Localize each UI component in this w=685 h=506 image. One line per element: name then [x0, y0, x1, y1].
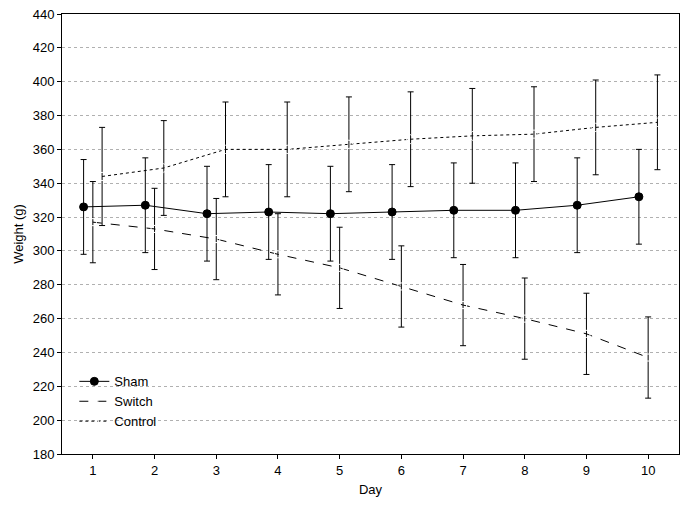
svg-text:280: 280: [33, 277, 55, 292]
svg-text:340: 340: [33, 176, 55, 191]
svg-text:6: 6: [398, 463, 405, 478]
svg-text:8: 8: [521, 463, 528, 478]
svg-text:420: 420: [33, 40, 55, 55]
svg-text:1: 1: [89, 463, 96, 478]
svg-text:220: 220: [33, 379, 55, 394]
svg-text:Switch: Switch: [114, 394, 152, 409]
svg-text:380: 380: [33, 108, 55, 123]
svg-text:7: 7: [459, 463, 466, 478]
svg-text:3: 3: [213, 463, 220, 478]
svg-text:Weight (g): Weight (g): [11, 204, 26, 264]
svg-text:360: 360: [33, 142, 55, 157]
svg-text:Sham: Sham: [114, 374, 148, 389]
svg-text:180: 180: [33, 447, 55, 462]
svg-text:5: 5: [336, 463, 343, 478]
svg-text:300: 300: [33, 243, 55, 258]
svg-text:10: 10: [641, 463, 655, 478]
svg-text:4: 4: [274, 463, 281, 478]
svg-text:9: 9: [583, 463, 590, 478]
svg-text:320: 320: [33, 210, 55, 225]
svg-text:240: 240: [33, 345, 55, 360]
svg-text:260: 260: [33, 311, 55, 326]
svg-text:400: 400: [33, 74, 55, 89]
svg-text:Control: Control: [114, 414, 156, 429]
svg-text:200: 200: [33, 413, 55, 428]
svg-text:Day: Day: [359, 482, 383, 497]
svg-text:440: 440: [33, 7, 55, 22]
svg-text:2: 2: [151, 463, 158, 478]
